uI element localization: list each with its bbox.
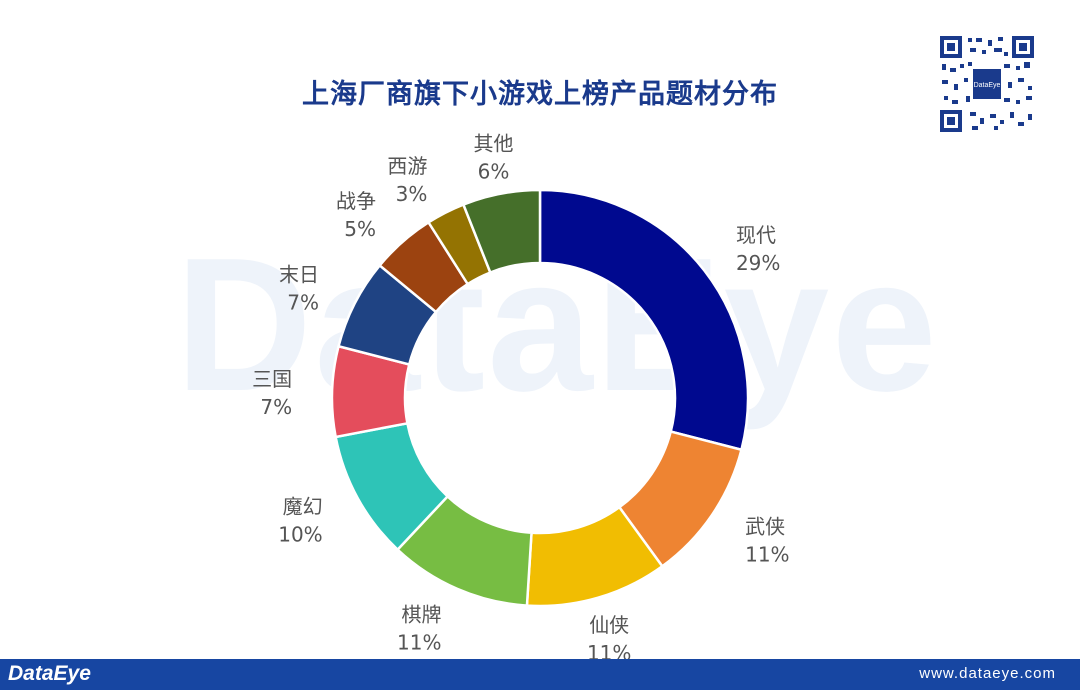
slice-value-7: 7%	[287, 290, 319, 314]
footer-url[interactable]: www.dataeye.com	[919, 665, 1056, 682]
footer-bar: DataEye www.dataeye.com	[0, 659, 1080, 690]
slice-label-7: 末日	[279, 262, 319, 286]
slice-label-9: 西游	[387, 154, 427, 178]
slice-value-4: 11%	[397, 631, 441, 655]
slice-value-9: 3%	[396, 182, 428, 206]
slice-label-10: 其他	[474, 131, 514, 155]
slice-label-6: 三国	[252, 367, 292, 391]
slice-1[interactable]	[538, 188, 750, 452]
slice-label-2: 武侠	[745, 514, 785, 538]
slice-value-8: 5%	[344, 217, 376, 241]
slice-value-10: 6%	[478, 159, 510, 183]
slice-label-4: 棋牌	[402, 603, 442, 627]
slice-10[interactable]	[461, 188, 542, 275]
donut-slices	[330, 188, 750, 608]
chart-title: 上海厂商旗下小游戏上榜产品题材分布	[302, 79, 778, 110]
slice-value-6: 7%	[260, 395, 292, 419]
slice-value-1: 29%	[736, 251, 780, 275]
slice-label-5: 魔幻	[283, 494, 323, 518]
footer-logo: DataEye	[8, 662, 91, 685]
qr-badge-text: DataEye	[974, 82, 1001, 89]
slice-label-8: 战争	[336, 189, 376, 213]
slice-value-5: 10%	[278, 522, 322, 546]
slice-labels: 现代29%武侠11%仙侠11%棋牌11%魔幻10%三国7%末日7%战争5%西游3…	[252, 131, 789, 665]
qr-code-icon[interactable]: DataEye	[938, 34, 1036, 134]
slice-value-2: 11%	[745, 542, 789, 566]
slice-label-1: 现代	[736, 223, 776, 247]
slice-label-3: 仙侠	[589, 613, 629, 637]
